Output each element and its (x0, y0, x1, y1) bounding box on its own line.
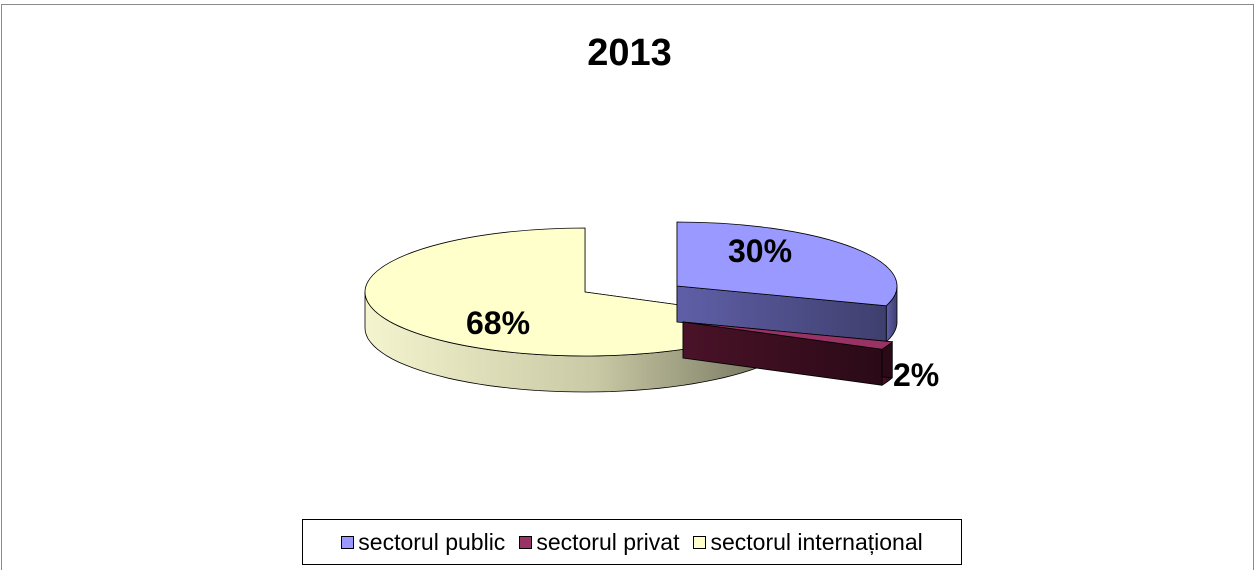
legend-item-public: sectorul public (341, 529, 505, 556)
legend-item-private: sectorul privat (519, 529, 679, 556)
legend-label-public: sectorul public (358, 529, 505, 556)
legend-label-international: sectorul internațional (710, 529, 922, 556)
slice-label-international: 68% (466, 305, 530, 341)
slice-label-private: 2% (893, 357, 939, 393)
legend-label-private: sectorul privat (536, 529, 679, 556)
legend-swatch-private (519, 536, 532, 549)
legend-item-international: sectorul internațional (693, 529, 922, 556)
legend-swatch-public (341, 536, 354, 549)
chart-legend: sectorul public sectorul privat sectorul… (302, 519, 962, 565)
legend-swatch-international (693, 536, 706, 549)
slice-label-public: 30% (728, 233, 792, 269)
